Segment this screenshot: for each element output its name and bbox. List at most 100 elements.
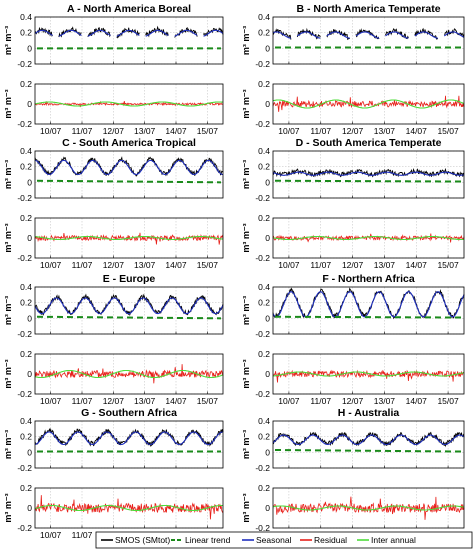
x-tick-label: 14/07 [165,396,187,406]
series-linear-trend [274,315,463,319]
series-linear-trend [274,448,463,453]
timeseries-subplot: 0.4 0.2 0 -0.2 m³ m⁻³ [3,416,224,473]
y-axis-label: m³ m⁻³ [3,223,13,252]
x-tick-label: 10/07 [40,530,62,540]
panel-title: G - Southern Africa [81,407,177,419]
x-tick-label: 13/07 [134,260,156,270]
axes-frame [272,16,465,65]
axes-frame [272,286,465,335]
y-tick-label: 0 [265,447,270,457]
panel-a: A - North America Boreal 0.4 0.2 0 -0.2 m³ m⁻… [3,3,224,136]
y-tick-label: 0 [27,503,32,513]
axes-frame [272,217,465,259]
y-axis-label: m³ m⁻³ [241,430,251,459]
x-tick-label: 13/07 [374,126,396,136]
series-linear-trend [274,179,463,183]
timeseries-subplot: 0.4 0.2 0 -0.2 m³ m⁻³ [3,12,224,69]
timeseries-subplot: 0.4 0.2 0 -0.2 m³ m⁻³ [241,416,465,473]
x-tick-label: 13/07 [134,396,156,406]
y-axis-label: m³ m⁻³ [241,223,251,252]
y-tick-label: -0.2 [17,329,32,339]
y-tick-label: 0 [27,177,32,187]
series-inter-annual [272,505,465,511]
x-tick-label: 12/07 [342,396,364,406]
axes-frame [272,420,465,469]
panel-title: E - Europe [103,273,156,285]
y-tick-label: 0 [27,369,32,379]
x-tick-label: 15/07 [437,126,459,136]
panel-title: H - Australia [338,407,400,419]
axes-frame [34,217,224,259]
series-seasonal [272,434,465,446]
y-tick-label: 0.4 [20,416,32,426]
y-axis-label: m³ m⁻³ [241,89,251,118]
y-tick-label: -0.2 [17,59,32,69]
y-tick-label: 0.2 [20,162,32,172]
panels-layer: A - North America Boreal 0.4 0.2 0 -0.2 m³ m⁻… [3,3,465,540]
x-tick-label: 13/07 [374,260,396,270]
axes-frame [34,487,224,529]
y-axis-label: m³ m⁻³ [3,430,13,459]
y-tick-label: 0 [27,447,32,457]
panel-title: D - South America Temperate [296,137,442,149]
legend: SMOS (SMtot) Linear trend Seasonal Resid… [95,531,473,549]
y-axis-label: m³ m⁻³ [3,26,13,55]
timeseries-subplot: 0.4 0.2 0 -0.2 m³ m⁻³ [3,146,224,203]
y-tick-label: 0.4 [258,416,270,426]
series-linear-trend [36,179,222,184]
x-tick-label: 15/07 [197,260,219,270]
series-smos [34,25,224,39]
series-inter-annual [272,235,465,241]
series-residual [34,364,224,384]
y-tick-label: 0 [27,233,32,243]
legend-label-seasonal: Seasonal [256,535,292,545]
y-tick-label: -0.2 [255,193,270,203]
y-tick-label: 0.4 [20,282,32,292]
y-tick-label: 0 [27,313,32,323]
anomaly-subplot: 0.20-0.2m³ m⁻³10/0711/0712/0713/0714/071… [241,483,465,540]
y-tick-label: 0.4 [258,282,270,292]
y-tick-label: -0.2 [17,389,32,399]
x-tick-label: 10/07 [40,396,62,406]
y-tick-label: 0.2 [258,432,270,442]
series-seasonal [34,29,224,37]
x-tick-label: 12/07 [342,260,364,270]
y-tick-label: -0.2 [255,389,270,399]
series-seasonal [272,171,465,176]
x-tick-label: 14/07 [406,396,428,406]
panel-d: D - South America Temperate 0.4 0.2 0 -0.2 m³… [241,137,465,270]
axes-frame [34,83,224,125]
series-inter-annual [34,369,224,379]
axes-frame [34,150,224,199]
y-tick-label: 0 [27,99,32,109]
legend-label-inter-annual: Inter annual [371,535,416,545]
y-tick-label: -0.2 [17,523,32,533]
y-tick-label: -0.2 [17,193,32,203]
panel-title: C - South America Tropical [62,137,196,149]
x-tick-label: 11/07 [72,260,93,270]
y-tick-label: 0.2 [258,162,270,172]
y-tick-label: -0.2 [255,119,270,129]
x-tick-label: 10/07 [278,260,300,270]
y-axis-label: m³ m⁻³ [3,160,13,189]
y-axis-label: m³ m⁻³ [241,296,251,325]
x-tick-label: 15/07 [437,260,459,270]
timeseries-subplot: 0.4 0.2 0 -0.2 m³ m⁻³ [3,282,224,339]
series-seasonal [34,297,224,315]
x-tick-label: 11/07 [72,396,93,406]
panel-b: B - North America Temperate 0.4 0.2 0 -0.2 m³… [241,3,465,136]
series-inter-annual [34,504,223,512]
x-tick-label: 11/07 [72,530,93,540]
panel-title: F - Northern Africa [322,273,415,285]
series-seasonal [272,291,465,318]
y-axis-label: m³ m⁻³ [241,160,251,189]
y-axis-label: m³ m⁻³ [3,359,13,388]
panel-c: C - South America Tropical 0.4 0.2 0 -0.2 m³ … [3,137,224,270]
panel-title: A - North America Boreal [67,3,191,15]
y-tick-label: 0 [265,177,270,187]
series-residual [272,496,465,520]
series-seasonal [34,159,223,176]
